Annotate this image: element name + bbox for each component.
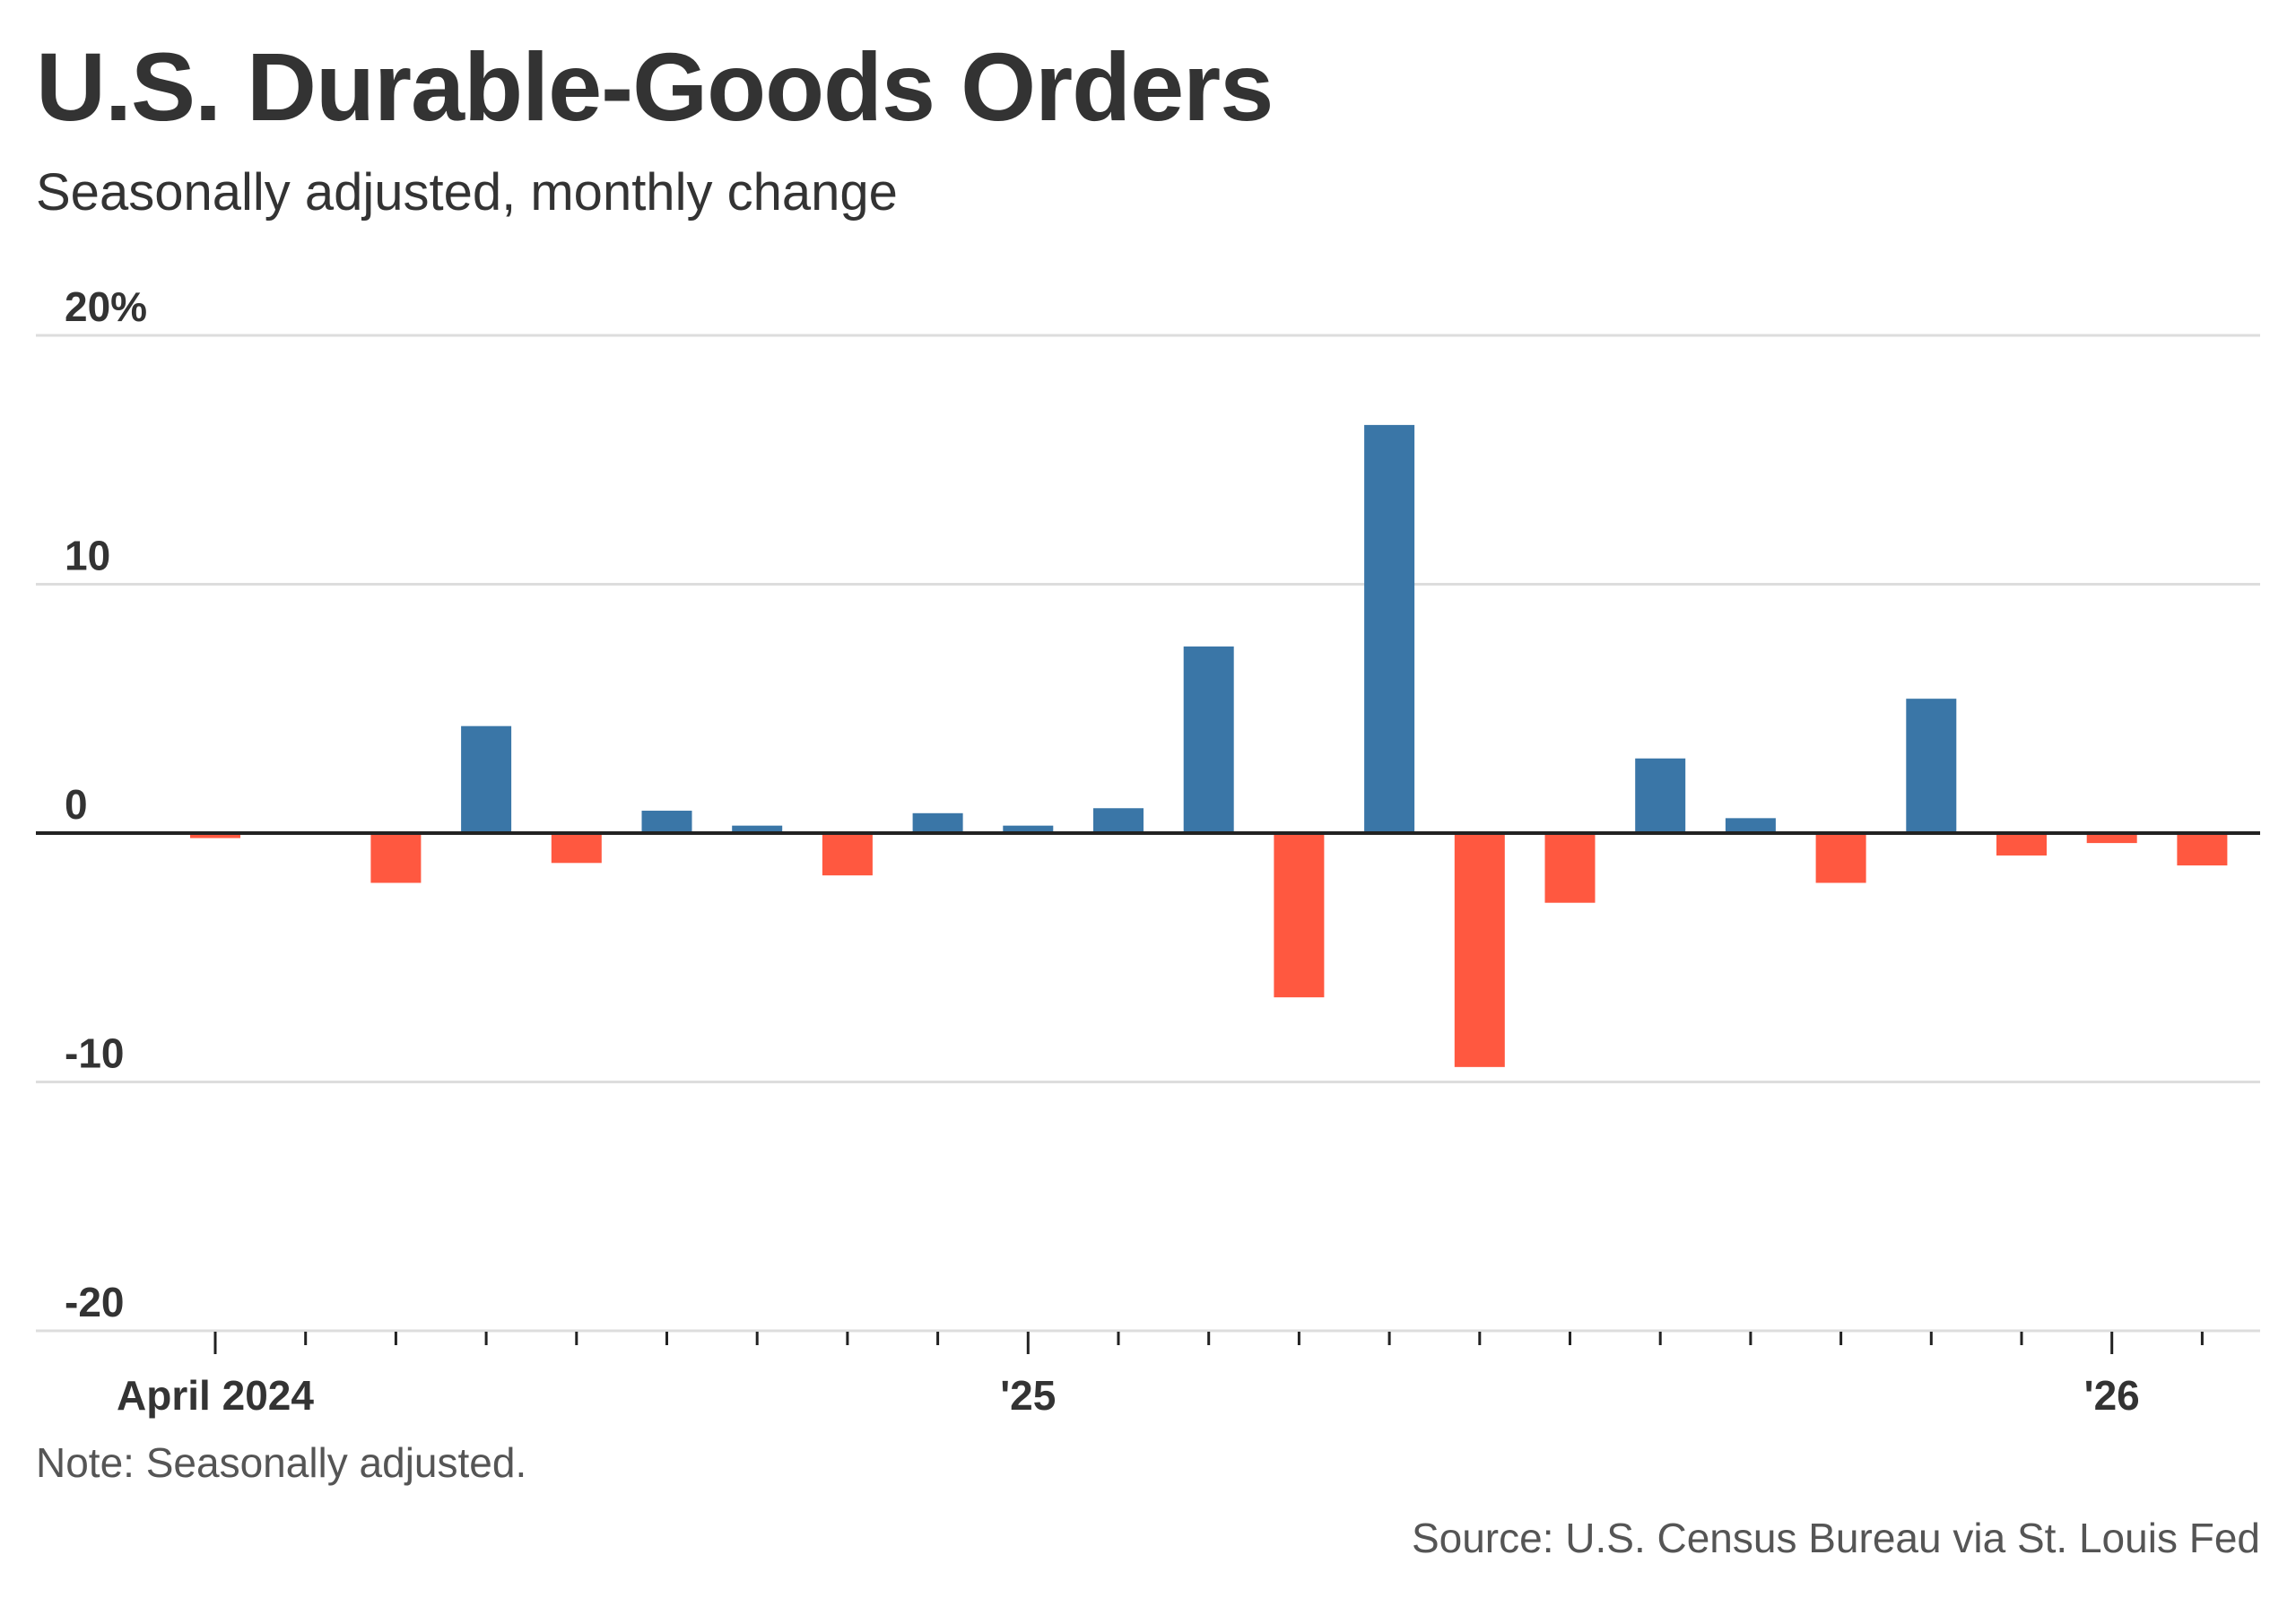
y-tick-label: -10	[65, 1030, 124, 1077]
bar-2024-06	[370, 833, 422, 883]
bar-2025-01	[1003, 825, 1054, 833]
axes	[36, 831, 2260, 1354]
gridlines	[36, 334, 2260, 1333]
bar-2025-08	[1635, 758, 1686, 833]
bar-2025-02	[1093, 808, 1144, 833]
bar-2025-12	[1996, 833, 2047, 856]
bar-2024-10	[732, 825, 783, 833]
y-tick-label: 0	[65, 781, 88, 828]
bar-2025-10	[1815, 833, 1866, 883]
chart-note: Note: Seasonally adjusted.	[36, 1439, 527, 1486]
bar-2025-07	[1544, 833, 1596, 903]
bar-2025-04	[1274, 833, 1325, 998]
y-tick-label: 20%	[65, 283, 147, 330]
x-tick-label: '26	[2084, 1372, 2140, 1419]
tick-labels: 20% 10 0 -10 -20 April 2024 '25 '26	[65, 283, 2140, 1419]
bar-2025-03	[1183, 646, 1234, 833]
y-tick-label: 10	[65, 533, 110, 579]
x-tick-label: '25	[1000, 1372, 1056, 1419]
bar-2024-04	[190, 833, 240, 838]
bar-2024-07	[461, 725, 512, 833]
bar-2024-09	[641, 811, 692, 833]
bar-2026-02	[2177, 833, 2228, 866]
y-tick-label: -20	[65, 1279, 124, 1325]
bar-2025-11	[1906, 699, 1957, 833]
bar-2025-05	[1364, 424, 1415, 833]
chart-source: Source: U.S. Census Bureau via St. Louis…	[1411, 1515, 2260, 1561]
chart-subtitle: Seasonally adjusted, monthly change	[36, 163, 898, 222]
bars	[190, 424, 2228, 1067]
bar-2025-09	[1725, 818, 1776, 833]
x-tick-label: April 2024	[117, 1372, 314, 1419]
bar-2024-11	[822, 833, 873, 876]
bar-2026-01	[2086, 833, 2137, 844]
bar-2025-06	[1454, 833, 1505, 1067]
bar-2024-12	[912, 812, 963, 833]
chart-title: U.S. Durable-Goods Orders	[36, 32, 1274, 141]
bar-2024-08	[551, 833, 602, 864]
